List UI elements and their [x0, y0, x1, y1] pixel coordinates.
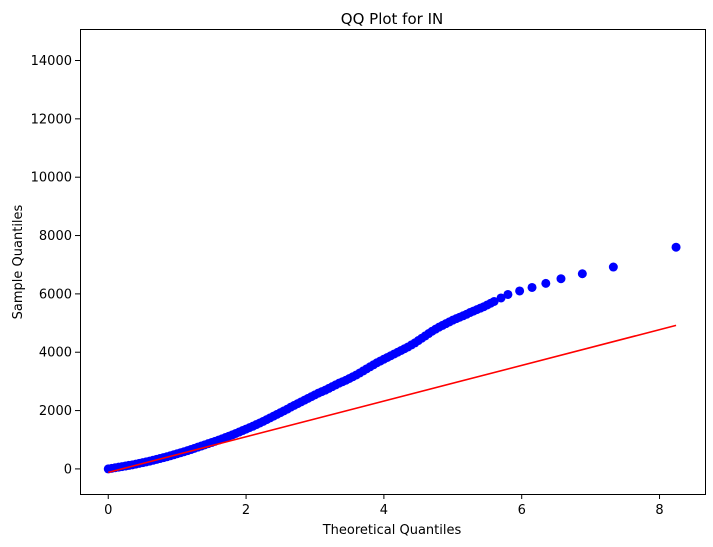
data-point — [541, 278, 551, 288]
x-tick-label: 0 — [104, 503, 112, 518]
data-point — [496, 293, 506, 303]
y-axis: 0 2000 4000 6000 8000 10000 12000 14000 — [31, 54, 80, 477]
chart-title: QQ Plot for IN — [341, 10, 443, 28]
y-tick-label: 6000 — [39, 287, 72, 302]
data-point — [577, 269, 587, 279]
y-tick-label: 10000 — [31, 171, 72, 186]
data-point — [503, 289, 513, 299]
reference-line — [108, 324, 677, 474]
y-tick-label: 8000 — [39, 229, 72, 244]
x-tick-label: 6 — [518, 503, 526, 518]
data-point — [671, 242, 681, 252]
plot-area — [103, 242, 681, 474]
data-point — [608, 262, 618, 272]
y-tick-label: 4000 — [39, 346, 72, 361]
x-tick-label: 4 — [380, 503, 388, 518]
data-point — [527, 282, 537, 292]
x-axis: 0 2 4 6 8 — [104, 494, 664, 518]
data-point — [515, 286, 525, 296]
x-tick-label: 8 — [655, 503, 663, 518]
data-point — [489, 296, 499, 306]
plot-frame — [80, 29, 706, 495]
y-tick-label: 2000 — [39, 404, 72, 419]
y-tick-label: 0 — [64, 462, 72, 477]
x-tick-label: 2 — [242, 503, 250, 518]
y-axis-label: Sample Quantiles — [11, 204, 26, 319]
y-tick-label: 12000 — [31, 112, 72, 127]
y-tick-label: 14000 — [31, 54, 72, 69]
data-point — [556, 274, 566, 284]
x-axis-label: Theoretical Quantiles — [322, 523, 462, 538]
